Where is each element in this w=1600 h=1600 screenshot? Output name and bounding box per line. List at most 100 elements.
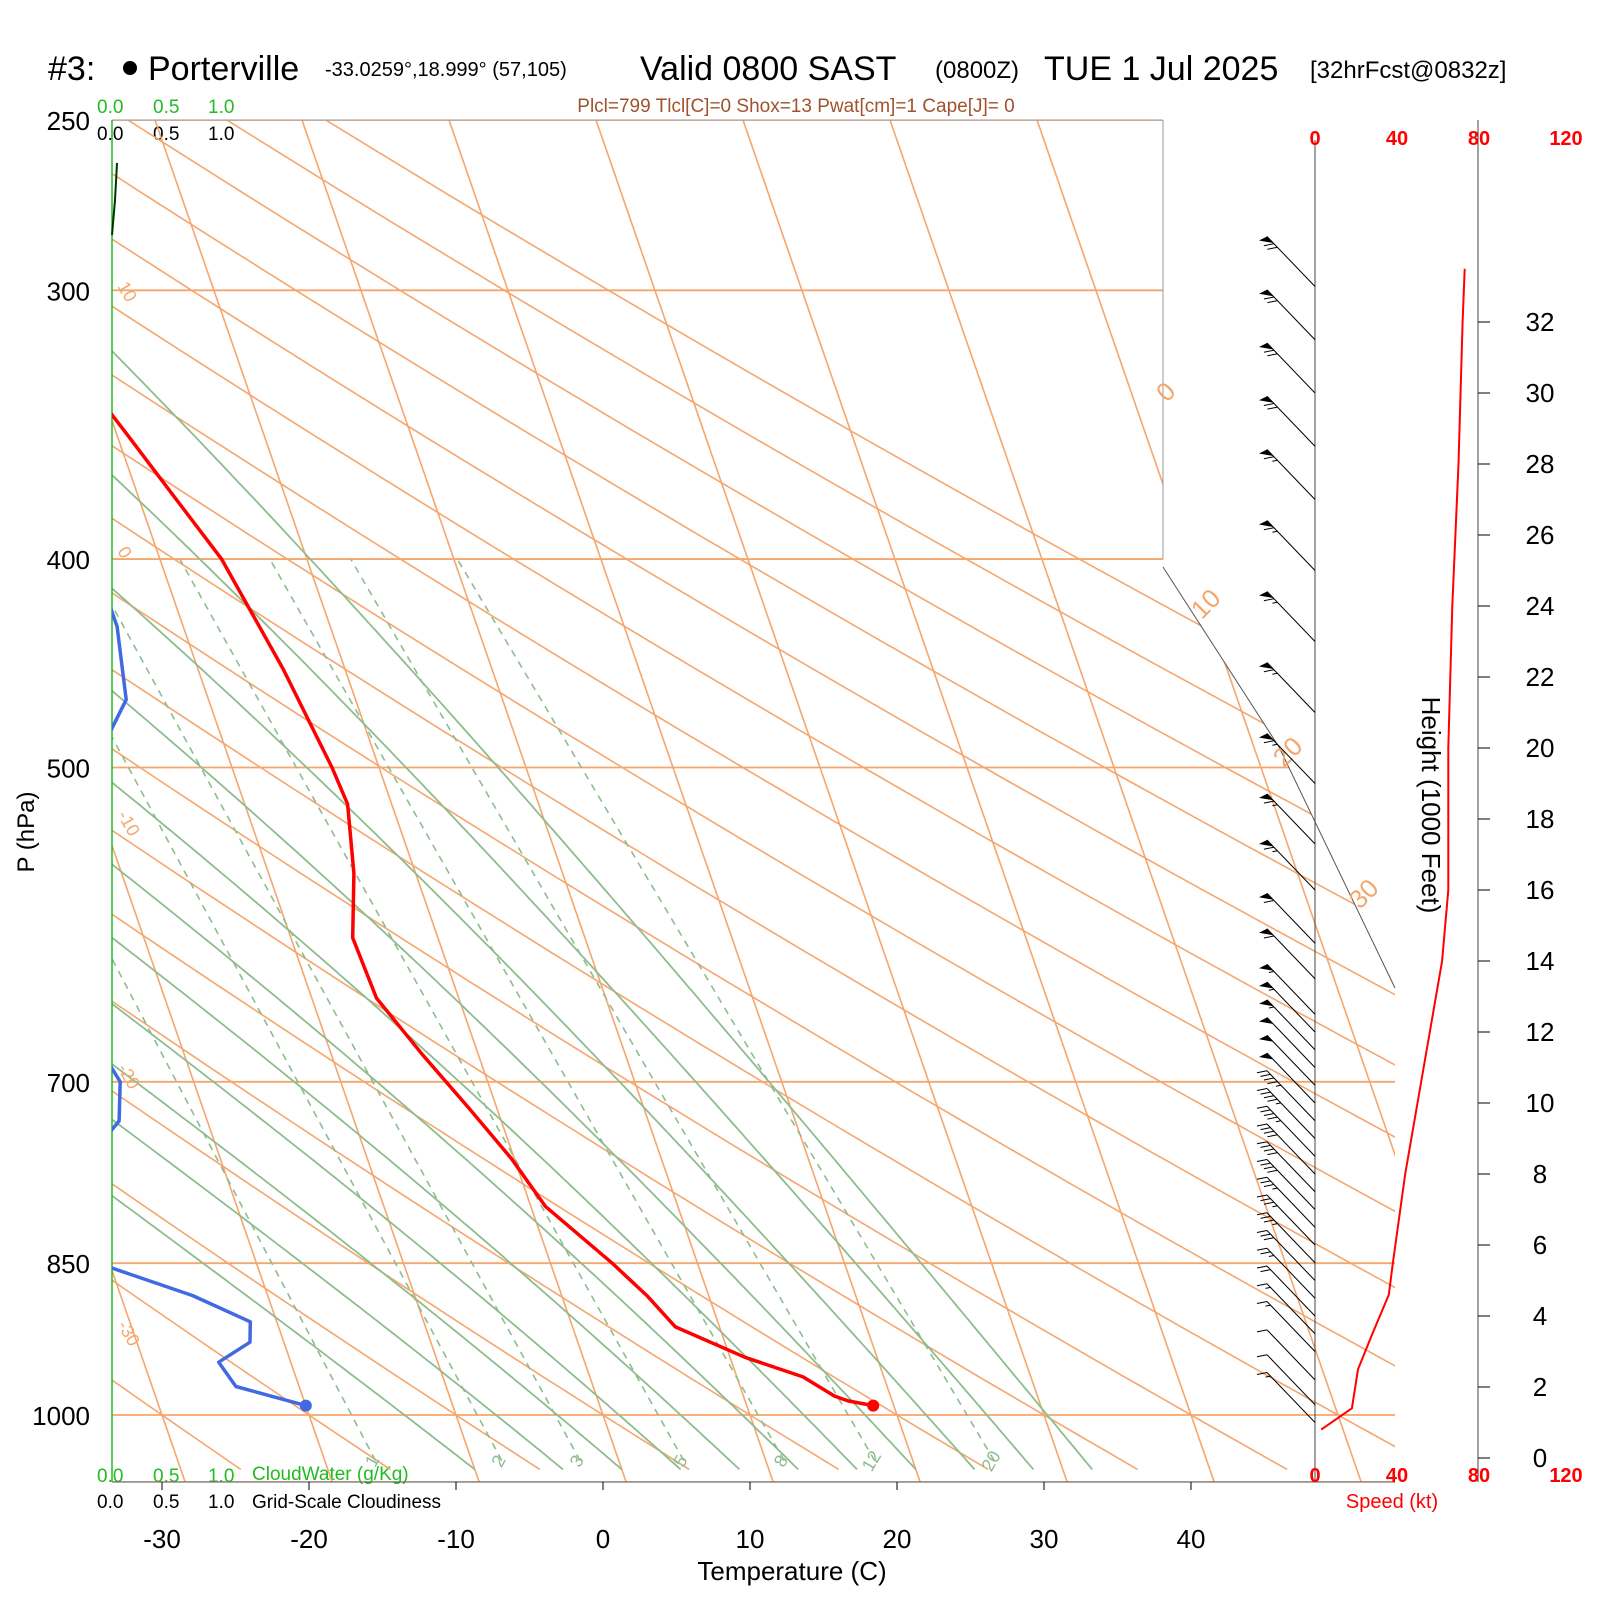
speed-tick-label-bottom: 0 xyxy=(1309,1465,1320,1487)
wind-barb-staff xyxy=(1266,733,1316,784)
height-tick-label: 14 xyxy=(1526,946,1555,976)
speed-tick-label-bottom: 120 xyxy=(1549,1465,1582,1487)
y-axis-title: P (hPa) xyxy=(13,792,40,873)
wind-barb-staff xyxy=(1266,839,1316,891)
wind-barb-staff xyxy=(1266,1372,1316,1423)
wind-barb-half xyxy=(1268,1255,1274,1257)
wind-barb-flag xyxy=(1259,928,1274,936)
wind-barb-full xyxy=(1260,1269,1271,1273)
height-tick-label: 30 xyxy=(1526,378,1555,408)
cloud-profile xyxy=(111,162,118,236)
wind-barb-staff xyxy=(1266,981,1316,1033)
dry-adiabat-line xyxy=(112,120,1288,1471)
wind-barb-staff xyxy=(1266,892,1316,944)
cloudwater-tick-top-2: 1.0 xyxy=(208,97,234,118)
wind-barb-full xyxy=(1263,1201,1274,1205)
moist-adiabat-line xyxy=(112,120,976,1470)
speed-tick-label-top: 0 xyxy=(1309,128,1320,150)
x-tick-label: -30 xyxy=(143,1524,181,1554)
height-tick-label: 4 xyxy=(1533,1301,1547,1331)
wind-barb xyxy=(1259,999,1316,1051)
wind-barb-full xyxy=(1256,1194,1268,1198)
wind-barb-flag xyxy=(1259,520,1274,527)
dry-adiabat-line xyxy=(112,120,1395,1471)
dry-adiabat-line xyxy=(112,120,1395,1471)
wind-barb-full xyxy=(1256,1283,1268,1287)
wind-barb xyxy=(1256,1354,1316,1406)
wind-barb-full xyxy=(1260,1251,1271,1255)
mixing-ratio-line xyxy=(456,558,995,1462)
cloud-scale-top: 0.0 0.5 1.0 0.0 0.5 1.0 xyxy=(97,97,234,145)
mixing-ratio-line xyxy=(179,558,685,1461)
wind-barb-staff xyxy=(1266,1105,1316,1157)
wind-barb xyxy=(1259,928,1316,980)
wind-barb-flag xyxy=(1259,591,1274,598)
wind-barb-staff xyxy=(1266,591,1316,642)
wind-barb-full xyxy=(1260,1162,1271,1166)
wind-barb-full xyxy=(1256,1159,1268,1162)
cloudiness-tick-top-2: 1.0 xyxy=(208,124,234,145)
wind-barb-half xyxy=(1272,1223,1278,1226)
temperature-profile-surface-point xyxy=(867,1399,880,1412)
wind-barb-half xyxy=(1272,1205,1278,1208)
dry-adiabat-line xyxy=(112,120,1395,1471)
moist-adiabat-line xyxy=(112,120,623,1471)
dry-adiabat-line xyxy=(112,120,840,1471)
wind-barb xyxy=(1256,1372,1316,1423)
wind-barb-staff xyxy=(1266,963,1316,1015)
wind-barb-half xyxy=(1272,1187,1278,1190)
wind-barb-full xyxy=(1263,1095,1274,1099)
x-tick-label: 30 xyxy=(1030,1524,1059,1554)
wind-barb-full xyxy=(1267,1098,1278,1102)
dry-adiabat-line xyxy=(112,120,1395,1471)
wind-barb-full xyxy=(1263,527,1274,531)
wind-barb-flag xyxy=(1259,449,1274,456)
wind-barb xyxy=(1256,1141,1316,1193)
moist-adiabat-line xyxy=(112,120,476,1471)
p-tick-label: 500 xyxy=(47,754,90,784)
wind-barb-half xyxy=(1272,530,1278,533)
isotherm-line xyxy=(1330,120,1395,1482)
wind-barb-full xyxy=(1256,1123,1268,1127)
wind-barb-staff xyxy=(1266,1123,1316,1175)
p-tick-label: 700 xyxy=(47,1068,90,1098)
wind-barb xyxy=(1259,520,1316,571)
wind-barb-flag xyxy=(1259,1053,1274,1060)
wind-barb-full xyxy=(1263,1130,1274,1134)
p-tick-label: 850 xyxy=(47,1249,90,1279)
wind-barb-full xyxy=(1256,1329,1268,1333)
x-tick-label: 10 xyxy=(736,1524,765,1554)
moist-adiabat-line xyxy=(112,120,799,1471)
wind-barb-flag xyxy=(1259,236,1274,243)
isotherm-line xyxy=(112,120,480,1482)
wind-barb-full xyxy=(1260,1180,1271,1184)
wind-barb-full xyxy=(1263,740,1274,744)
wind-barb xyxy=(1259,236,1316,287)
wind-barb-staff xyxy=(1266,793,1316,845)
isotherm-line xyxy=(889,120,1362,1482)
wind-barb-full xyxy=(1263,669,1274,673)
wind-barb xyxy=(1259,1017,1316,1068)
mixing-ratio-label: 20 xyxy=(977,1447,1004,1474)
dry-adiabat-line xyxy=(112,120,1395,1471)
wind-barb-full xyxy=(1256,1176,1268,1180)
wind-barb-half xyxy=(1272,601,1278,604)
dry-adiabat-line xyxy=(112,120,690,1471)
wind-barb xyxy=(1259,1052,1316,1104)
wind-barb-full xyxy=(1263,598,1274,602)
x-tick-label: -20 xyxy=(290,1524,328,1554)
dry-adiabat-line xyxy=(165,120,1395,1471)
cloudiness-trace xyxy=(111,162,118,236)
dry-adiabat-line xyxy=(263,120,1395,1471)
dry-adiabat-line xyxy=(112,120,989,1471)
wind-barb xyxy=(1256,1247,1316,1299)
height-tick-label: 8 xyxy=(1533,1159,1547,1189)
wind-barb-half xyxy=(1268,988,1274,991)
wind-panel xyxy=(1256,236,1466,1431)
wind-barb-flag xyxy=(1259,662,1274,669)
wind-barb-full xyxy=(1263,800,1274,804)
isotherm-line xyxy=(595,120,1068,1482)
cloudiness-tick-bottom-2: 1.0 xyxy=(208,1492,234,1513)
valid-time: Valid 0800 SAST xyxy=(640,50,896,88)
